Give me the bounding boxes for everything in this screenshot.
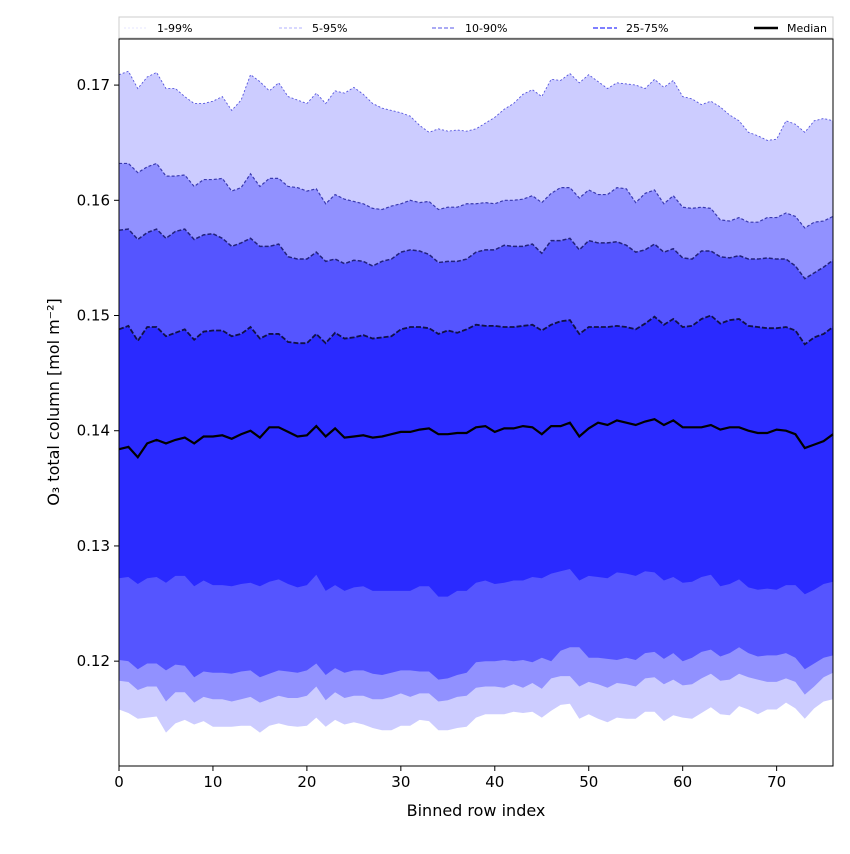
- legend: 1-99% 5-95% 10-90% 25-75% Median: [118, 16, 834, 39]
- band-upper-line-25-75pct: [118, 314, 834, 346]
- x-tick-label: 40: [485, 773, 504, 791]
- legend-item: 5-95%: [279, 22, 347, 35]
- x-tick-label: 70: [767, 773, 786, 791]
- median-line: [118, 418, 834, 459]
- y-tick-label: 0.12: [77, 652, 110, 670]
- y-axis-label: O₃ total column [mol m⁻²]: [44, 298, 63, 506]
- y-tick-label: 0.17: [77, 76, 110, 94]
- axes: 0 10 20 30 40 50 60 70 0.12 0.13 0.14 0.15 0.16 0.17: [77, 38, 834, 791]
- legend-box: [118, 16, 834, 39]
- legend-label: 5-95%: [312, 22, 347, 35]
- y-tick-label: 0.15: [77, 307, 110, 325]
- x-tick-label: 60: [673, 773, 692, 791]
- legend-item: Median: [754, 22, 827, 35]
- band-upper-line-10-90pct: [118, 228, 834, 280]
- x-tick-label: 0: [114, 773, 124, 791]
- y-tick-label: 0.14: [77, 422, 110, 440]
- y-tick-label: 0.13: [77, 537, 110, 555]
- band-upper-line-5-95pct: [119, 162, 834, 229]
- legend-label: 1-99%: [157, 22, 192, 35]
- x-tick-label: 10: [203, 773, 222, 791]
- legend-label: Median: [787, 22, 827, 35]
- legend-label: 25-75%: [626, 22, 668, 35]
- legend-item: 1-99%: [124, 22, 192, 35]
- x-tick-label: 20: [297, 773, 316, 791]
- legend-label: 10-90%: [465, 22, 507, 35]
- plot-area: [118, 70, 834, 733]
- band-25-75pct: [119, 315, 833, 597]
- x-tick-label: 30: [391, 773, 410, 791]
- x-tick-label: 50: [579, 773, 598, 791]
- legend-item: 25-75%: [593, 22, 668, 35]
- legend-item: 10-90%: [432, 22, 507, 35]
- x-axis-label: Binned row index: [407, 801, 546, 820]
- axes-frame: [118, 38, 834, 767]
- y-tick-label: 0.16: [77, 191, 110, 209]
